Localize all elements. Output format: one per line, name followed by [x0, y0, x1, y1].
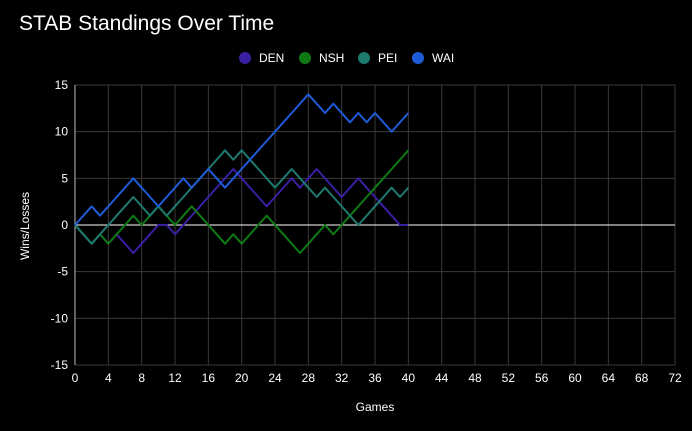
x-tick-label: 52	[502, 371, 516, 385]
y-tick-labels: 15 10 5 0 -5 -10 -15	[51, 78, 69, 372]
y-axis-label: Wins/Losses	[18, 192, 32, 260]
legend-label: WAI	[432, 51, 454, 65]
legend-marker	[358, 52, 370, 64]
x-tick-label: 44	[435, 371, 449, 385]
legend-item-pei[interactable]: PEI	[358, 51, 397, 65]
x-tick-label: 8	[138, 371, 145, 385]
legend-marker	[299, 52, 311, 64]
x-tick-label: 36	[368, 371, 382, 385]
x-tick-label: 20	[235, 371, 249, 385]
x-tick-label: 40	[402, 371, 416, 385]
x-tick-label: 32	[335, 371, 349, 385]
series-line-nsh	[74, 149, 410, 254]
y-tick-label: 5	[61, 171, 68, 185]
y-tick-label: 15	[55, 78, 69, 92]
y-tick-label: -10	[51, 311, 69, 325]
chart-title: STAB Standings Over Time	[19, 12, 275, 35]
legend-item-nsh[interactable]: NSH	[299, 51, 344, 65]
y-tick-label: 0	[61, 218, 68, 232]
x-tick-label: 64	[602, 371, 616, 385]
x-tick-label: 4	[105, 371, 112, 385]
series-lines	[74, 93, 410, 254]
legend: DEN NSH PEI WAI	[239, 51, 454, 65]
x-tick-label: 0	[72, 371, 79, 385]
x-tick-label: 12	[168, 371, 182, 385]
x-tick-label: 24	[268, 371, 282, 385]
y-tick-label: -15	[51, 358, 69, 372]
x-tick-label: 28	[302, 371, 316, 385]
x-tick-label: 60	[568, 371, 582, 385]
legend-label: NSH	[319, 51, 344, 65]
x-tick-label: 48	[468, 371, 482, 385]
series-line-pei	[74, 149, 410, 245]
legend-label: PEI	[378, 51, 397, 65]
x-tick-labels: 0 4 8 12 16 20 24 28 32 36 40 44 48 52 56 60 64 68 72	[72, 371, 682, 385]
y-tick-label: -5	[57, 265, 68, 279]
legend-marker	[239, 52, 251, 64]
legend-label: DEN	[259, 51, 284, 65]
series-line-den	[74, 168, 409, 254]
legend-item-wai[interactable]: WAI	[412, 51, 454, 65]
x-tick-label: 56	[535, 371, 549, 385]
x-tick-label: 68	[635, 371, 649, 385]
x-tick-label: 16	[202, 371, 216, 385]
y-tick-label: 10	[55, 125, 69, 139]
legend-marker	[412, 52, 424, 64]
series-line-wai	[74, 93, 410, 226]
legend-item-den[interactable]: DEN	[239, 51, 284, 65]
x-axis-label: Games	[356, 400, 395, 414]
x-tick-label: 72	[668, 371, 682, 385]
